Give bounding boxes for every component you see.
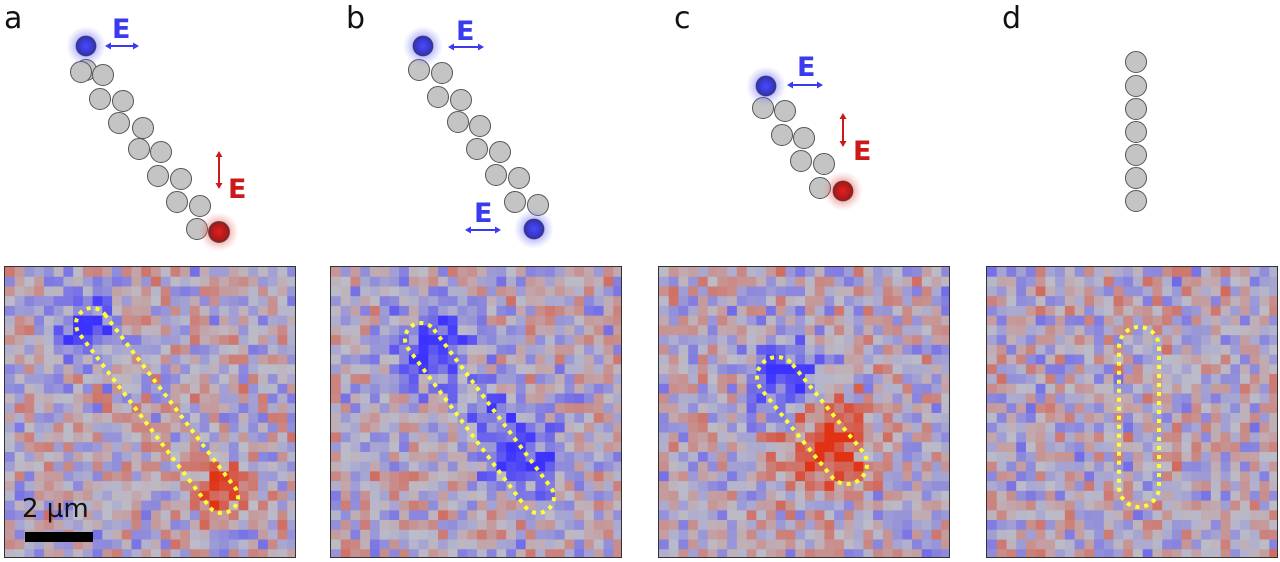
particle — [1125, 51, 1147, 73]
scalebar — [25, 532, 93, 542]
particle — [1125, 75, 1147, 97]
map-panel-a — [4, 266, 296, 558]
chain-b — [403, 26, 554, 249]
rod-outline-contour — [73, 306, 240, 515]
panel-label-c: c — [674, 1, 691, 36]
particle — [504, 191, 526, 213]
field-arrow-icon: E — [839, 113, 871, 167]
field-label: E — [456, 16, 474, 47]
particle — [128, 138, 150, 160]
particle — [790, 150, 812, 172]
particle — [166, 191, 188, 213]
chain-c — [746, 66, 863, 211]
particle — [450, 89, 472, 111]
particle-chain-schematics: E E E E E E — [66, 14, 1147, 252]
particle — [793, 127, 815, 149]
rod-outline-contour — [1117, 325, 1161, 509]
particle — [1125, 98, 1147, 120]
particle — [489, 141, 511, 163]
excited-particle-blue — [523, 218, 545, 240]
particle — [774, 100, 796, 122]
map-panel-b — [330, 266, 622, 558]
particle — [485, 164, 507, 186]
chain-d — [1125, 51, 1147, 212]
field-arrow-icon: E — [787, 52, 823, 89]
rod-outline-contour — [755, 355, 869, 486]
particle — [89, 88, 111, 110]
particle — [112, 90, 134, 112]
excited-particle-red — [208, 221, 230, 243]
particle — [1125, 190, 1147, 212]
particle — [427, 86, 449, 108]
field-arrow-icon: E — [465, 198, 501, 234]
particle — [132, 117, 154, 139]
particle — [431, 62, 453, 84]
scalebar-label: 2 µm — [22, 494, 89, 524]
panel-label-d: d — [1002, 1, 1022, 36]
particle — [92, 64, 114, 86]
particle — [150, 141, 172, 163]
particle — [1125, 144, 1147, 166]
particle — [771, 124, 793, 146]
excited-particle-blue — [755, 75, 777, 97]
excited-particle-blue — [412, 35, 434, 57]
excited-particle-red — [832, 180, 854, 202]
map-panel-c — [658, 266, 950, 558]
particle — [108, 112, 130, 134]
particle — [147, 165, 169, 187]
particle — [1125, 167, 1147, 189]
panel-label-b: b — [346, 1, 366, 36]
field-label: E — [797, 52, 815, 83]
field-arrow-icon: E — [215, 151, 246, 205]
particle — [447, 111, 469, 133]
field-label: E — [112, 14, 130, 45]
rod-outline-contour — [402, 321, 557, 516]
field-label: E — [474, 198, 492, 229]
particle — [466, 138, 488, 160]
panel-label-a: a — [4, 1, 23, 36]
chain-a — [66, 26, 239, 252]
particle — [170, 168, 192, 190]
field-arrow-icon: E — [105, 14, 139, 50]
field-arrow-icon: E — [448, 16, 484, 51]
particle — [813, 153, 835, 175]
excited-particle-blue — [75, 35, 97, 57]
map-panel-d — [986, 266, 1278, 558]
field-label: E — [853, 136, 871, 167]
field-label: E — [228, 174, 246, 205]
particle — [508, 167, 530, 189]
particle — [1125, 121, 1147, 143]
particle — [189, 195, 211, 217]
particle — [469, 115, 491, 137]
